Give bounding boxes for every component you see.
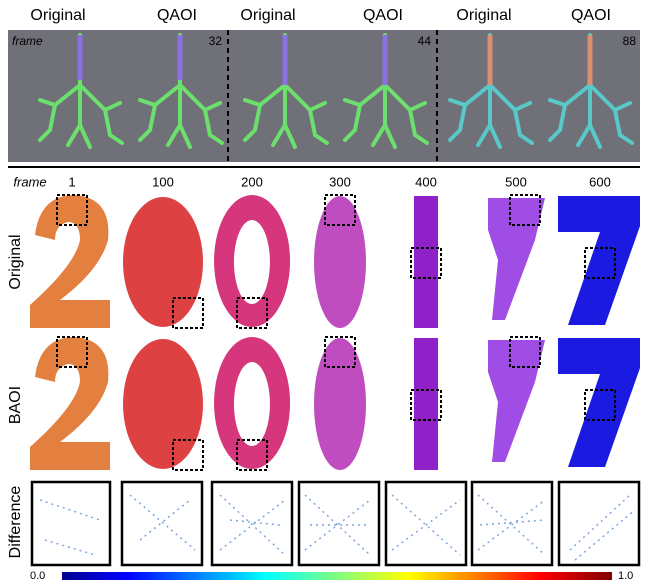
column-header: QAOI — [571, 7, 611, 24]
frame-number: 400 — [415, 174, 437, 189]
figure: Original QAOI Original QAOI Original QAO… — [0, 0, 648, 583]
particle-row — [30, 337, 640, 470]
column-header: QAOI — [363, 7, 403, 24]
frame-number: 44 — [418, 34, 432, 48]
row-label: BAOI — [7, 386, 24, 424]
frame-number: 200 — [241, 174, 263, 189]
colorbar-max: 1.0 — [618, 570, 633, 582]
colorbar-min: 0.0 — [30, 570, 45, 582]
row-label: Difference — [7, 486, 24, 559]
particle-row — [30, 195, 640, 328]
column-header: Original — [456, 7, 511, 24]
difference-maps — [32, 482, 639, 565]
frame-number: 1 — [68, 174, 75, 189]
frame-label: frame — [12, 34, 43, 48]
column-header: Original — [30, 7, 85, 24]
frame-number: 32 — [209, 34, 223, 48]
column-header: Original — [240, 7, 295, 24]
frame-number: 88 — [623, 34, 637, 48]
frame-number: 600 — [589, 174, 611, 189]
frame-label: frame — [13, 174, 46, 189]
column-header: QAOI — [157, 7, 197, 24]
frame-number: 500 — [505, 174, 527, 189]
colorbar — [62, 572, 612, 580]
frame-number: 300 — [329, 174, 351, 189]
frame-number: 100 — [152, 174, 174, 189]
row-label: Original — [7, 234, 24, 289]
